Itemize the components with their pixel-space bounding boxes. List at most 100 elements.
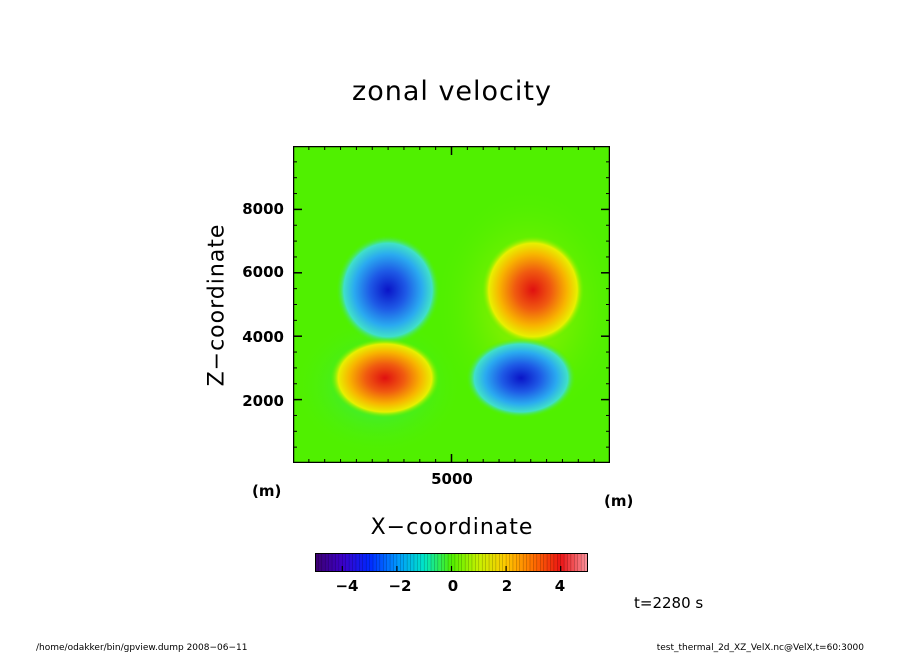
colorbar-segment <box>485 553 490 572</box>
colorbar-segment <box>519 553 524 572</box>
colorbar-segment <box>448 553 453 572</box>
colorbar-segment <box>393 553 398 572</box>
colorbar-segment <box>427 553 432 572</box>
colorbar-segment <box>400 553 405 572</box>
colorbar-segment <box>338 553 343 572</box>
colorbar-segment <box>499 553 504 572</box>
colorbar-segment <box>553 553 558 572</box>
colorbar-segment <box>570 553 575 572</box>
upper-right-maximum-shape <box>481 235 585 345</box>
colorbar-segment <box>543 553 548 572</box>
chart-title: zonal velocity <box>352 76 552 107</box>
colorbar-segment <box>560 553 565 572</box>
colorbar-segment <box>502 553 507 572</box>
footer-dataset: test_thermal_2d_XZ_VelX.nc@VelX,t=60:300… <box>656 643 864 653</box>
colorbar-segment <box>318 553 323 572</box>
colorbar-segment <box>332 553 337 572</box>
colorbar-segment <box>581 553 586 572</box>
y-tick-label-8000: 8000 <box>242 200 284 218</box>
colorbar-segment <box>526 553 531 572</box>
colorbar-segment <box>383 553 388 572</box>
colorbar-segment <box>509 553 514 572</box>
lower-left-maximum-shape <box>330 338 440 418</box>
colorbar-segment <box>461 553 466 572</box>
colorbar-segment <box>325 553 330 572</box>
colorbar-segment <box>369 553 374 572</box>
colorbar-segment <box>454 553 459 572</box>
colorbar-segment <box>352 553 357 572</box>
colorbar-segment <box>465 553 470 572</box>
colorbar-segment <box>547 553 552 572</box>
colorbar-segment <box>506 553 511 572</box>
colorbar-segment <box>489 553 494 572</box>
colorbar-segment <box>376 553 381 572</box>
colorbar-tick-label-minus-2: −2 <box>388 577 412 595</box>
y-tick-label-2000: 2000 <box>242 392 284 410</box>
colorbar-segment <box>584 553 588 572</box>
colorbar-segment <box>495 553 500 572</box>
colorbar-segment <box>410 553 415 572</box>
colorbar-tick-label-minus-4: −4 <box>335 577 359 595</box>
x-axis-unit: (m) <box>604 492 634 510</box>
colorbar <box>315 553 588 572</box>
lower-right-minimum-shape <box>466 338 576 418</box>
major-ticks <box>293 146 610 463</box>
colorbar-segment <box>424 553 429 572</box>
colorbar-segment <box>342 553 347 572</box>
colorbar-segment <box>396 553 401 572</box>
colorbar-tick-label-2: 2 <box>501 577 513 595</box>
colorbar-segment <box>403 553 408 572</box>
colorbar-tick-label-4: 4 <box>554 577 566 595</box>
upper-left-minimum-shape <box>336 235 440 345</box>
colorbar-segment <box>444 553 449 572</box>
colorbar-segment <box>386 553 391 572</box>
colorbar-segment <box>379 553 384 572</box>
colorbar-segment <box>420 553 425 572</box>
colorbar-segment <box>536 553 541 572</box>
colorbar-segment <box>355 553 360 572</box>
colorbar-segment <box>407 553 412 572</box>
colorbar-segment <box>529 553 534 572</box>
y-axis-label: Z−coordinate <box>204 223 230 387</box>
colorbar-segment <box>431 553 436 572</box>
colorbar-segment <box>512 553 517 572</box>
colorbar-segment <box>349 553 354 572</box>
colorbar-segment <box>471 553 476 572</box>
colorbar-segment <box>434 553 439 572</box>
colorbar-segment <box>533 553 538 572</box>
colorbar-segment <box>437 553 442 572</box>
colorbar-segment <box>567 553 572 572</box>
colorbar-segment <box>359 553 364 572</box>
colorbar-segment <box>441 553 446 572</box>
colorbar-segment <box>468 553 473 572</box>
colorbar-segment <box>482 553 487 572</box>
colorbar-segment <box>478 553 483 572</box>
colorbar-segment <box>451 553 456 572</box>
colorbar-segment <box>574 553 579 572</box>
colorbar-segment <box>413 553 418 572</box>
y-tick-label-4000: 4000 <box>242 328 284 346</box>
colorbar-segment <box>557 553 562 572</box>
heatmap-plot <box>293 146 610 463</box>
y-tick-label-6000: 6000 <box>242 263 284 281</box>
colorbar-segment <box>523 553 528 572</box>
colorbar-segment <box>564 553 569 572</box>
colorbar-segment <box>321 553 326 572</box>
colorbar-segment <box>540 553 545 572</box>
colorbar-segment <box>516 553 521 572</box>
x-axis-label: X−coordinate <box>370 515 534 540</box>
colorbar-segment <box>577 553 582 572</box>
colorbar-segment <box>550 553 555 572</box>
colorbar-segment <box>373 553 378 572</box>
colorbar-segment <box>345 553 350 572</box>
colorbar-segment <box>315 553 320 572</box>
colorbar-border <box>315 553 588 572</box>
colorbar-segment <box>366 553 371 572</box>
colorbar-segment <box>492 553 497 572</box>
time-annotation: t=2280 s <box>634 594 704 612</box>
x-tick-label-5000: 5000 <box>431 470 473 488</box>
colorbar-segment <box>362 553 367 572</box>
colorbar-segment <box>458 553 463 572</box>
colorbar-tick-label-0: 0 <box>447 577 459 595</box>
colorbar-segment <box>335 553 340 572</box>
